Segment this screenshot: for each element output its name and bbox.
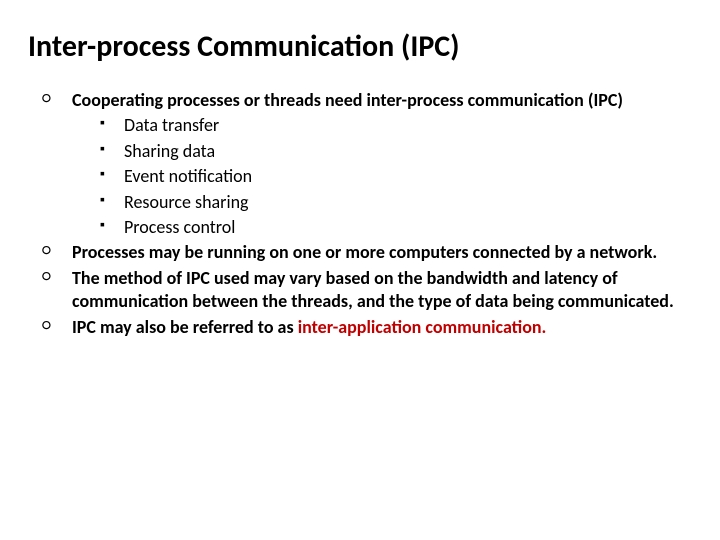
sub-bullet-text: Event notification (124, 165, 252, 187)
bullet-item: Cooperating processes or threads need in… (38, 89, 688, 239)
bullet-item: Processes may be running on one or more … (38, 241, 688, 264)
slide: Inter-process Communication (IPC) Cooper… (0, 0, 720, 540)
bullet-item: IPC may also be referred to as inter-app… (38, 316, 688, 339)
slide-title: Inter-process Communication (IPC) (28, 28, 688, 65)
sub-bullet-item: Sharing data (100, 140, 688, 163)
bullet-list-level1: Cooperating processes or threads need in… (38, 89, 688, 339)
sub-bullet-item: Resource sharing (100, 191, 688, 214)
sub-bullet-item: Data transfer (100, 114, 688, 137)
sub-bullet-text: Sharing data (124, 140, 215, 162)
bullet-text-highlight: inter-application communication. (298, 316, 547, 338)
bullet-text: Processes may be running on one or more … (72, 241, 657, 263)
sub-bullet-text: Resource sharing (124, 191, 249, 213)
bullet-list-level2: Data transfer Sharing data Event notific… (72, 114, 688, 239)
bullet-text: The method of IPC used may vary based on… (72, 267, 674, 312)
sub-bullet-item: Event notification (100, 165, 688, 188)
bullet-text: Cooperating processes or threads need in… (72, 89, 623, 111)
bullet-text: IPC may also be referred to as (72, 316, 298, 338)
sub-bullet-text: Data transfer (124, 114, 219, 136)
slide-content: Cooperating processes or threads need in… (32, 89, 688, 339)
sub-bullet-text: Process control (124, 216, 235, 238)
sub-bullet-item: Process control (100, 216, 688, 239)
bullet-item: The method of IPC used may vary based on… (38, 267, 688, 314)
